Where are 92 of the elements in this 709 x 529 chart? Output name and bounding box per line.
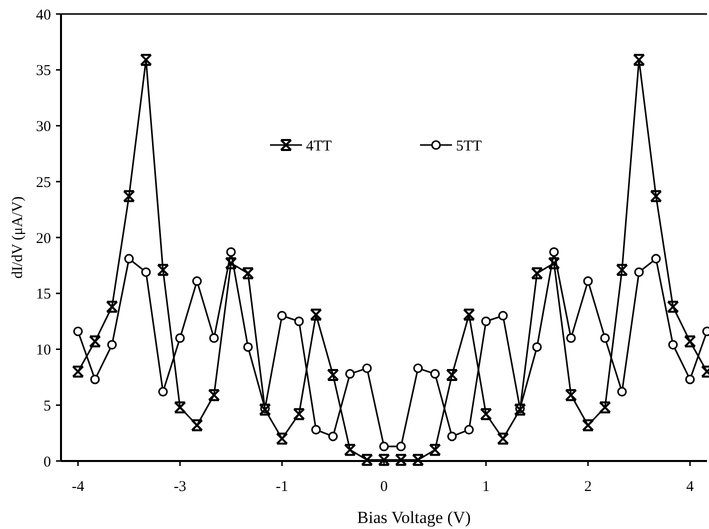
x-tick-label: -3 xyxy=(174,479,186,495)
point xyxy=(463,308,475,321)
point xyxy=(140,54,152,66)
point xyxy=(447,432,457,442)
point xyxy=(599,401,611,414)
point xyxy=(73,326,83,336)
point xyxy=(498,310,508,321)
point xyxy=(123,190,135,202)
x-tick-label: 2 xyxy=(584,479,592,495)
point xyxy=(157,264,169,276)
point xyxy=(107,340,117,350)
x-tick-label: -1 xyxy=(276,479,288,495)
point xyxy=(497,432,509,445)
point xyxy=(208,389,220,402)
legend-label: 4TT xyxy=(306,138,332,154)
y-tick-label: 20 xyxy=(36,230,51,247)
point xyxy=(158,386,168,397)
point xyxy=(531,267,543,280)
point xyxy=(242,267,254,280)
point xyxy=(345,369,355,379)
point xyxy=(549,247,559,257)
point xyxy=(72,366,84,378)
point xyxy=(124,254,134,264)
x-tick-label: 4 xyxy=(686,479,694,495)
point xyxy=(277,310,287,321)
point xyxy=(378,454,390,466)
point xyxy=(293,408,305,420)
point xyxy=(379,442,389,452)
point xyxy=(634,267,644,277)
y-tick-label: 10 xyxy=(36,342,51,358)
point xyxy=(362,363,372,374)
point xyxy=(89,335,101,348)
point xyxy=(464,424,474,435)
point xyxy=(565,389,577,402)
point xyxy=(191,419,203,432)
y-tick-label: 30 xyxy=(36,119,51,135)
legend-label: 5TT xyxy=(456,138,482,154)
point xyxy=(650,190,662,202)
point xyxy=(651,254,661,264)
point xyxy=(311,424,321,435)
point xyxy=(413,363,423,374)
point xyxy=(684,335,696,348)
point xyxy=(668,340,678,350)
point xyxy=(481,316,491,326)
point xyxy=(480,408,492,420)
point xyxy=(174,401,186,414)
point xyxy=(141,267,151,277)
point xyxy=(685,374,695,384)
point xyxy=(90,374,100,384)
point xyxy=(429,444,441,456)
point xyxy=(294,316,304,326)
y-tick-label: 0 xyxy=(44,454,51,470)
y-tick-label: 35 xyxy=(36,63,51,80)
point xyxy=(327,368,339,381)
x-tick-label: 0 xyxy=(380,479,388,495)
point xyxy=(106,300,118,313)
point xyxy=(243,342,253,352)
point xyxy=(583,276,593,286)
point xyxy=(225,257,237,270)
point xyxy=(446,368,458,381)
x-tick-label: -4 xyxy=(72,479,85,495)
point xyxy=(667,300,679,313)
point xyxy=(226,247,236,257)
point xyxy=(600,333,610,343)
point xyxy=(566,333,576,343)
y-tick-label: 40 xyxy=(36,7,51,24)
point xyxy=(276,432,288,445)
x-tick-label: 1 xyxy=(482,479,490,495)
y-tick-label: 15 xyxy=(36,286,51,303)
point xyxy=(412,454,424,466)
point xyxy=(328,432,338,442)
point xyxy=(532,342,542,352)
x-axis-title: Bias Voltage (V) xyxy=(357,508,471,527)
point xyxy=(192,276,202,286)
point xyxy=(582,419,594,432)
y-tick-label: 5 xyxy=(44,398,51,414)
point xyxy=(259,404,271,416)
y-axis-title: dI/dV (μA/V) xyxy=(10,196,26,279)
point xyxy=(344,444,356,456)
point xyxy=(175,333,185,343)
point xyxy=(617,386,627,397)
point xyxy=(548,257,560,270)
point xyxy=(514,404,526,416)
point xyxy=(209,333,219,343)
point xyxy=(396,442,406,452)
point xyxy=(361,454,373,466)
point xyxy=(310,308,322,321)
y-tick-label: 25 xyxy=(36,174,51,191)
point xyxy=(430,369,440,379)
point xyxy=(616,264,628,276)
point xyxy=(633,54,645,66)
point xyxy=(395,454,407,466)
